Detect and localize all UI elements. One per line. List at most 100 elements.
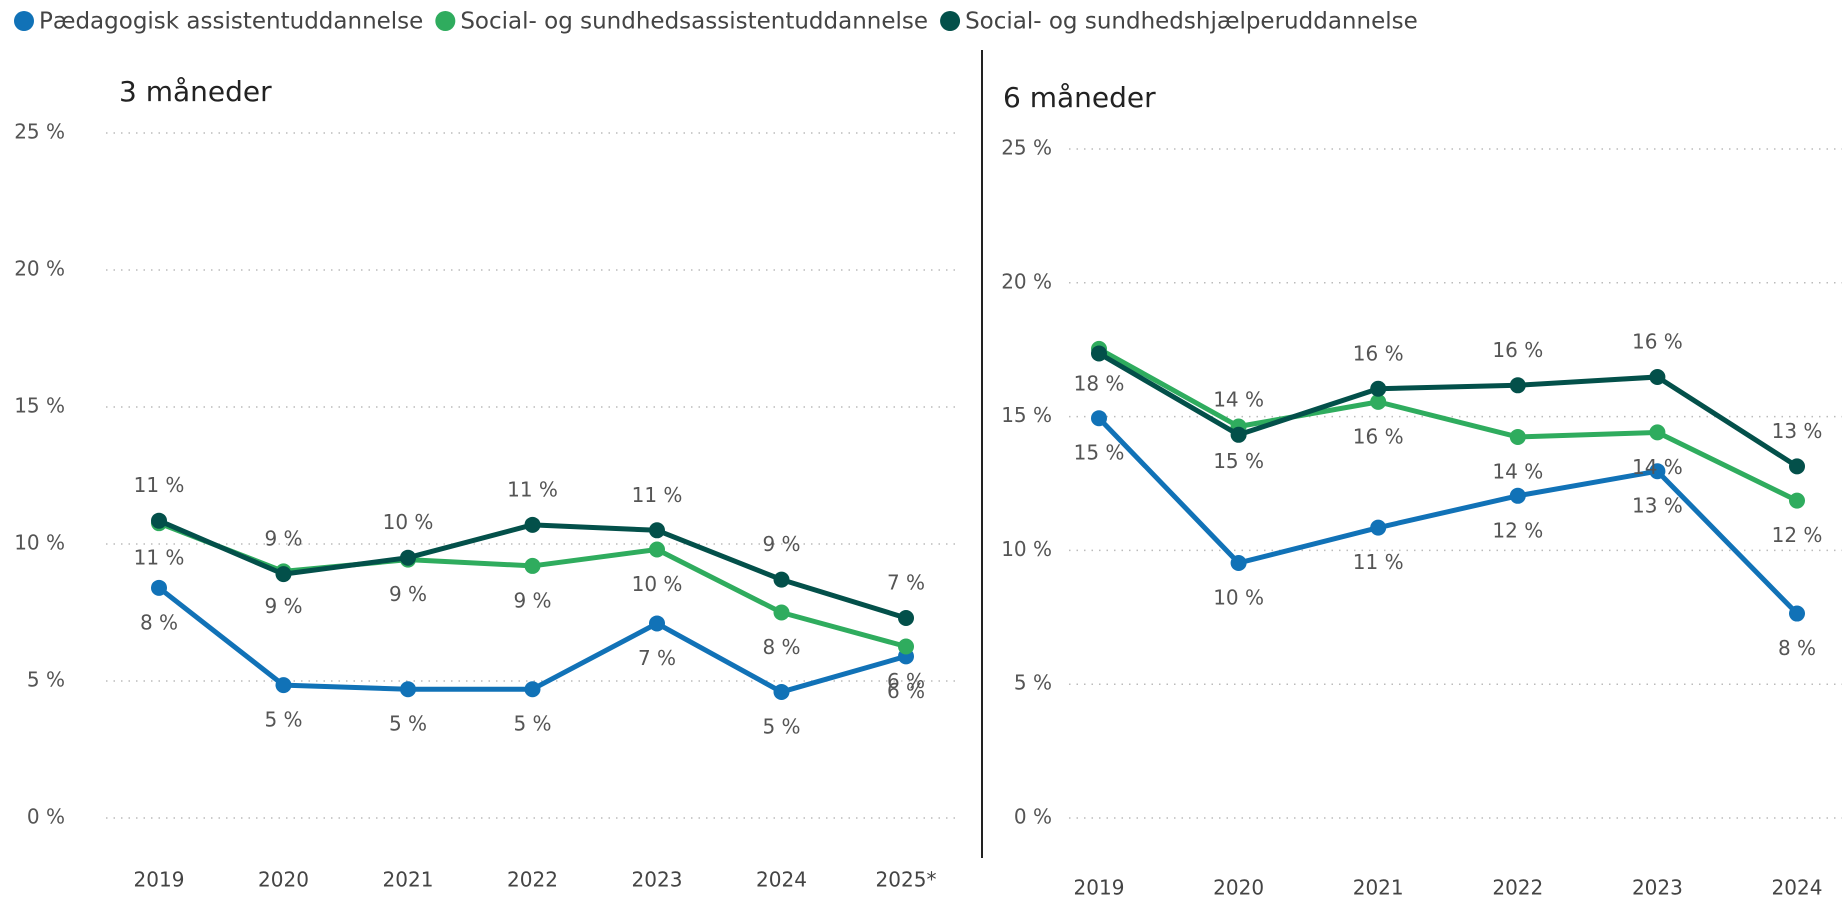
x-tick-label: 2019 xyxy=(134,868,185,892)
data-label: 13 % xyxy=(1772,419,1823,443)
data-label: 9 % xyxy=(264,527,302,551)
chart-title: 6 måneder xyxy=(1003,81,1156,114)
x-tick-label: 2021 xyxy=(383,868,434,892)
y-tick-label: 25 % xyxy=(1001,136,1052,160)
data-point xyxy=(1370,393,1387,410)
data-label: 7 % xyxy=(638,646,676,670)
data-point xyxy=(1789,492,1805,509)
data-label: 16 % xyxy=(1353,341,1404,365)
legend-marker xyxy=(435,11,456,31)
data-point xyxy=(1370,519,1387,536)
data-label: 16 % xyxy=(1353,424,1404,448)
data-point xyxy=(400,681,416,698)
data-point xyxy=(1091,410,1107,427)
data-point xyxy=(524,516,541,533)
data-point xyxy=(773,571,790,588)
x-tick-label: 2021 xyxy=(1353,876,1404,900)
data-label: 11 % xyxy=(632,483,683,507)
data-point xyxy=(1789,458,1805,475)
data-label: 12 % xyxy=(1492,518,1543,542)
data-label: 11 % xyxy=(507,477,558,501)
legend-label: Social- og sundhedshjælperuddannelse xyxy=(965,9,1418,35)
data-label: 10 % xyxy=(1213,585,1264,609)
x-tick-label: 2022 xyxy=(507,868,558,892)
data-label: 5 % xyxy=(762,714,800,738)
data-label: 9 % xyxy=(264,594,302,618)
x-tick-label: 2024 xyxy=(1772,876,1823,900)
data-label: 9 % xyxy=(762,532,800,556)
x-tick-label: 2023 xyxy=(632,868,683,892)
chart-title: 3 måneder xyxy=(119,75,272,108)
data-point xyxy=(1509,428,1526,445)
y-tick-label: 25 % xyxy=(14,120,65,144)
data-label: 5 % xyxy=(513,712,551,736)
data-label: 11 % xyxy=(134,473,185,497)
legend-marker xyxy=(14,11,34,31)
x-tick-label: 2024 xyxy=(756,868,807,892)
data-point xyxy=(1789,605,1805,622)
data-label: 18 % xyxy=(1074,371,1125,395)
data-label: 6 % xyxy=(887,679,925,703)
data-point xyxy=(524,557,541,574)
data-point xyxy=(649,541,665,558)
data-point xyxy=(1509,377,1526,394)
x-tick-label: 2023 xyxy=(1632,876,1683,900)
data-label: 16 % xyxy=(1632,329,1683,353)
data-point xyxy=(1091,345,1107,362)
x-tick-label: 2020 xyxy=(1213,876,1264,900)
data-point xyxy=(898,609,914,626)
x-tick-label: 2019 xyxy=(1074,876,1125,900)
data-label: 5 % xyxy=(389,712,427,736)
data-point xyxy=(151,512,167,529)
data-point xyxy=(1370,380,1387,397)
data-point xyxy=(1649,368,1666,385)
data-point xyxy=(1230,554,1247,571)
legend-marker xyxy=(940,11,961,31)
data-point xyxy=(524,681,541,698)
data-label: 7 % xyxy=(887,570,925,594)
y-tick-label: 15 % xyxy=(1001,403,1052,427)
data-label: 15 % xyxy=(1213,449,1264,473)
data-label: 14 % xyxy=(1213,387,1264,411)
y-tick-label: 0 % xyxy=(1014,805,1052,829)
data-label: 11 % xyxy=(134,546,185,570)
series-line xyxy=(1097,346,1799,503)
y-tick-label: 0 % xyxy=(27,805,65,829)
data-label: 8 % xyxy=(140,610,178,634)
data-label: 16 % xyxy=(1492,338,1543,362)
data-point xyxy=(649,615,665,632)
y-tick-label: 10 % xyxy=(14,531,65,555)
y-tick-label: 10 % xyxy=(1001,537,1052,561)
x-tick-label: 2022 xyxy=(1492,876,1543,900)
data-point xyxy=(1509,487,1526,504)
data-point xyxy=(649,522,665,539)
data-point xyxy=(1649,424,1666,441)
data-point xyxy=(275,677,292,694)
data-label: 10 % xyxy=(383,510,434,534)
data-label: 14 % xyxy=(1632,455,1683,479)
data-label: 8 % xyxy=(1778,636,1816,660)
series-line xyxy=(1097,416,1799,616)
data-point xyxy=(773,683,790,700)
legend-label: Social- og sundhedsassistentuddannelse xyxy=(460,9,928,35)
series-line xyxy=(1097,351,1799,469)
x-tick-label: 2025* xyxy=(876,868,937,892)
x-tick-label: 2020 xyxy=(258,868,309,892)
data-label: 11 % xyxy=(1353,550,1404,574)
data-label: 9 % xyxy=(513,588,551,612)
data-point xyxy=(898,638,914,655)
y-tick-label: 15 % xyxy=(14,394,65,418)
data-label: 12 % xyxy=(1772,523,1823,547)
data-point xyxy=(1649,463,1666,480)
data-label: 9 % xyxy=(389,582,427,606)
y-tick-label: 20 % xyxy=(1001,269,1052,293)
data-point xyxy=(1230,426,1247,443)
data-label: 10 % xyxy=(632,572,683,596)
data-label: 15 % xyxy=(1074,441,1125,465)
data-label: 5 % xyxy=(264,708,302,732)
data-label: 14 % xyxy=(1492,459,1543,483)
y-tick-label: 5 % xyxy=(27,668,65,692)
data-point xyxy=(151,579,167,596)
